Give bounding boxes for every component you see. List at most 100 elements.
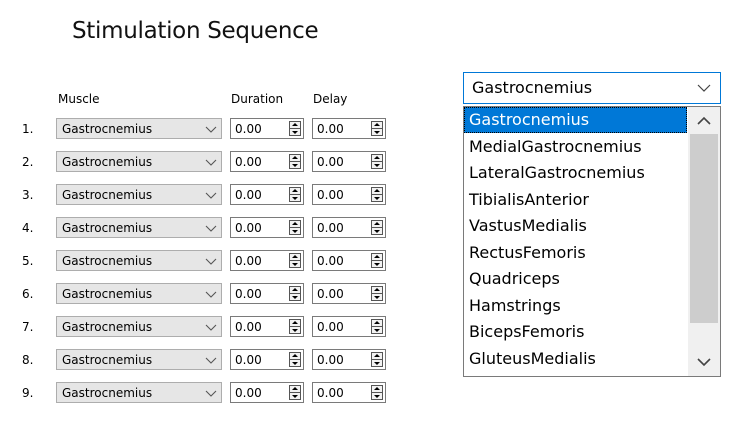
dropdown-option[interactable]: Quadriceps (469, 269, 560, 288)
duration-value[interactable]: 0.00 (235, 386, 262, 400)
muscle-combo-value: Gastrocnemius (62, 122, 153, 136)
header-delay: Delay (313, 92, 348, 106)
duration-spinbox[interactable]: 0.00 (230, 349, 304, 370)
delay-spinbox[interactable]: 0.00 (312, 118, 386, 139)
delay-value[interactable]: 0.00 (317, 221, 344, 235)
muscle-combo[interactable]: Gastrocnemius (56, 184, 222, 205)
duration-value[interactable]: 0.00 (235, 254, 262, 268)
delay-value[interactable]: 0.00 (317, 386, 344, 400)
duration-spinbox[interactable]: 0.00 (230, 184, 304, 205)
dropdown-option[interactable]: GluteusMedialis (469, 348, 596, 368)
spin-updown-icon[interactable] (289, 187, 301, 202)
dropdown-option[interactable]: VastusMedialis (469, 216, 587, 235)
duration-spinbox[interactable]: 0.00 (230, 316, 304, 337)
dropdown-scrollbar[interactable] (688, 107, 720, 376)
dropdown-option[interactable]: MedialGastrocnemius (469, 136, 642, 156)
duration-value[interactable]: 0.00 (235, 122, 262, 136)
muscle-combo[interactable]: Gastrocnemius (56, 283, 222, 304)
spin-updown-icon[interactable] (371, 253, 383, 268)
spin-updown-icon[interactable] (289, 220, 301, 235)
chevron-down-icon[interactable] (697, 80, 711, 96)
muscle-combo[interactable]: Gastrocnemius (56, 151, 222, 172)
spin-updown-icon[interactable] (289, 154, 301, 169)
delay-value[interactable]: 0.00 (317, 353, 344, 367)
spin-updown-icon[interactable] (289, 319, 301, 334)
duration-spinbox[interactable]: 0.00 (230, 217, 304, 238)
muscle-combo-value: Gastrocnemius (62, 188, 153, 202)
muscle-combo[interactable]: Gastrocnemius (56, 250, 222, 271)
muscle-combo-value: Gastrocnemius (62, 287, 153, 301)
spin-updown-icon[interactable] (371, 319, 383, 334)
row-number: 1. (22, 122, 34, 136)
delay-value[interactable]: 0.00 (317, 320, 344, 334)
delay-spinbox[interactable]: 0.00 (312, 316, 386, 337)
muscle-combo[interactable]: Gastrocnemius (56, 349, 222, 370)
duration-value[interactable]: 0.00 (235, 221, 262, 235)
dropdown-option[interactable]: BicepsFemoris (469, 322, 585, 341)
spin-updown-icon[interactable] (289, 352, 301, 367)
duration-spinbox[interactable]: 0.00 (230, 283, 304, 304)
table-row: 5. Gastrocnemius 0.00 0.00 (0, 250, 400, 272)
table-row: 2. Gastrocnemius 0.00 0.00 (0, 151, 400, 173)
duration-spinbox[interactable]: 0.00 (230, 118, 304, 139)
chevron-down-icon (205, 126, 217, 133)
row-number: 3. (22, 188, 34, 202)
table-row: 6. Gastrocnemius 0.00 0.00 (0, 283, 400, 305)
muscle-combo[interactable]: Gastrocnemius (56, 217, 222, 238)
duration-spinbox[interactable]: 0.00 (230, 382, 304, 403)
scroll-up-button[interactable] (688, 107, 720, 134)
muscle-combo[interactable]: Gastrocnemius (56, 118, 222, 139)
scroll-thumb[interactable] (690, 134, 718, 324)
duration-spinbox[interactable]: 0.00 (230, 250, 304, 271)
delay-spinbox[interactable]: 0.00 (312, 382, 386, 403)
duration-value[interactable]: 0.00 (235, 287, 262, 301)
dropdown-option[interactable]: LateralGastrocnemius (469, 163, 645, 182)
dropdown-option[interactable]: TibialisAnterior (469, 189, 589, 209)
muscle-combo[interactable]: Gastrocnemius (56, 316, 222, 337)
muscle-select-open[interactable]: Gastrocnemius (463, 72, 721, 104)
scroll-down-button[interactable] (688, 349, 720, 376)
header-muscle: Muscle (58, 92, 100, 106)
muscle-combo[interactable]: Gastrocnemius (56, 382, 222, 403)
delay-value[interactable]: 0.00 (317, 188, 344, 202)
muscle-dropdown-list[interactable]: Gastrocnemius MedialGastrocnemius LateralG… (463, 106, 721, 377)
muscle-combo-value: Gastrocnemius (62, 386, 153, 400)
delay-spinbox[interactable]: 0.00 (312, 349, 386, 370)
dropdown-option[interactable]: RectusFemoris (469, 242, 586, 262)
spin-updown-icon[interactable] (371, 187, 383, 202)
duration-value[interactable]: 0.00 (235, 155, 262, 169)
chevron-down-icon (205, 390, 217, 397)
spin-updown-icon[interactable] (371, 121, 383, 136)
spin-updown-icon[interactable] (289, 253, 301, 268)
spin-updown-icon[interactable] (371, 352, 383, 367)
dropdown-option[interactable]: Gastrocnemius (464, 107, 687, 133)
delay-spinbox[interactable]: 0.00 (312, 283, 386, 304)
spin-updown-icon[interactable] (289, 286, 301, 301)
delay-value[interactable]: 0.00 (317, 287, 344, 301)
delay-spinbox[interactable]: 0.00 (312, 184, 386, 205)
spin-updown-icon[interactable] (289, 121, 301, 136)
spin-updown-icon[interactable] (371, 286, 383, 301)
spin-updown-icon[interactable] (371, 220, 383, 235)
row-number: 4. (22, 221, 34, 235)
muscle-combo-value: Gastrocnemius (62, 221, 153, 235)
chevron-up-icon (697, 116, 711, 125)
row-number: 5. (22, 254, 34, 268)
delay-spinbox[interactable]: 0.00 (312, 217, 386, 238)
chevron-down-icon (205, 258, 217, 265)
dropdown-option[interactable]: Hamstrings (469, 295, 561, 315)
table-row: 9. Gastrocnemius 0.00 0.00 (0, 382, 400, 404)
duration-value[interactable]: 0.00 (235, 353, 262, 367)
delay-value[interactable]: 0.00 (317, 155, 344, 169)
delay-spinbox[interactable]: 0.00 (312, 151, 386, 172)
spin-updown-icon[interactable] (289, 385, 301, 400)
duration-value[interactable]: 0.00 (235, 188, 262, 202)
duration-spinbox[interactable]: 0.00 (230, 151, 304, 172)
scroll-track[interactable] (688, 134, 720, 349)
spin-updown-icon[interactable] (371, 385, 383, 400)
delay-value[interactable]: 0.00 (317, 122, 344, 136)
delay-value[interactable]: 0.00 (317, 254, 344, 268)
delay-spinbox[interactable]: 0.00 (312, 250, 386, 271)
duration-value[interactable]: 0.00 (235, 320, 262, 334)
spin-updown-icon[interactable] (371, 154, 383, 169)
